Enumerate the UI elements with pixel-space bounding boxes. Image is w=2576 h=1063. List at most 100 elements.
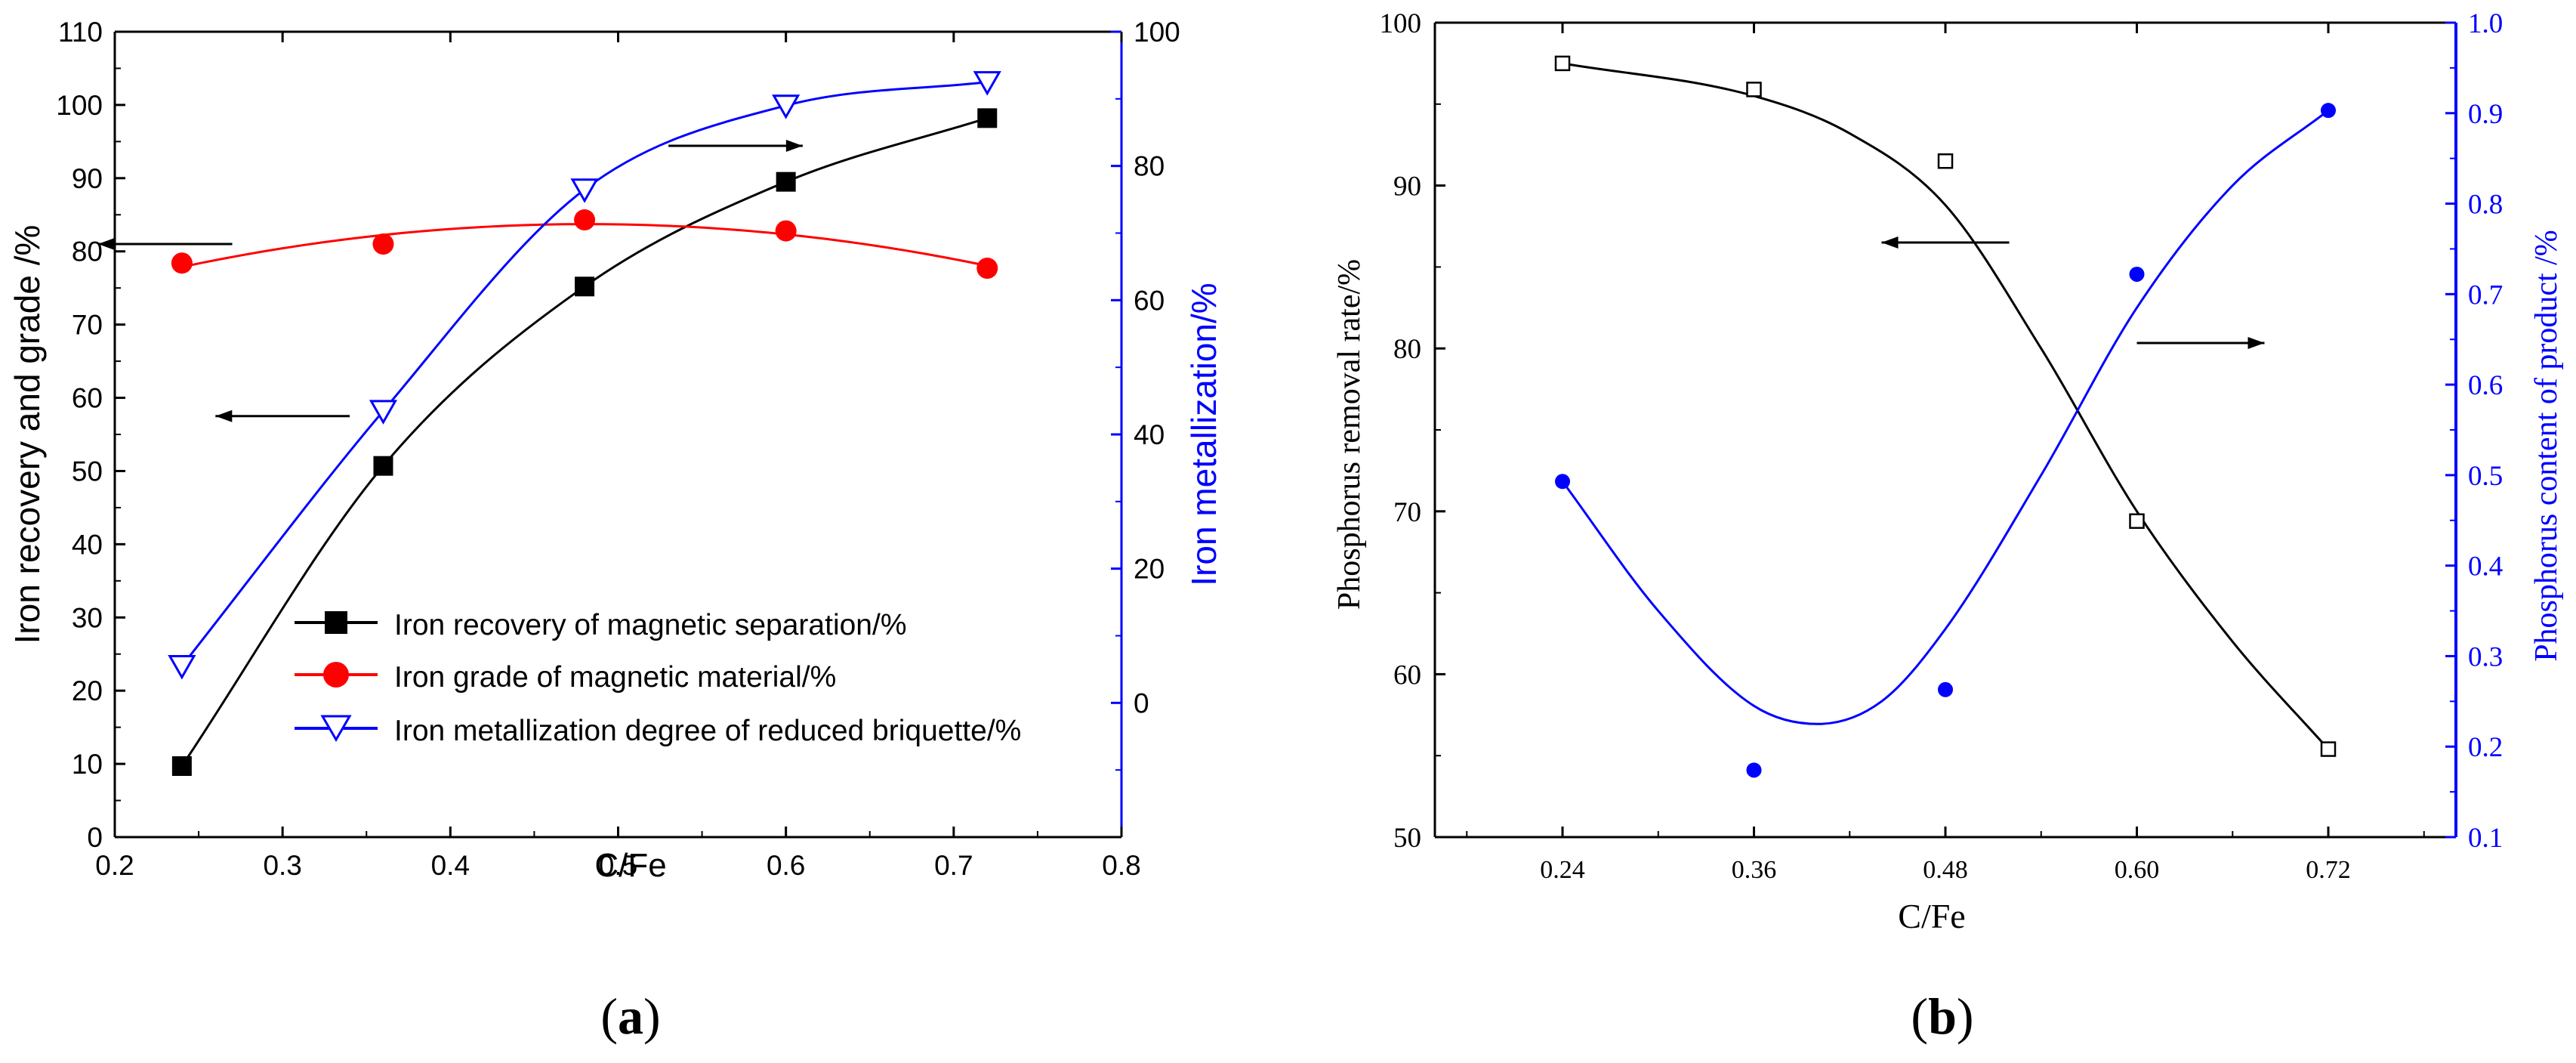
arrow-head xyxy=(1881,236,1899,249)
data-point-iron-metallization xyxy=(369,400,398,425)
x-tick-label: 0.3 xyxy=(263,850,301,881)
series-curve-iron-metallization xyxy=(180,81,988,667)
arrow-head xyxy=(2247,337,2265,350)
x-tick-label: 0.60 xyxy=(2115,856,2160,884)
panel-b-arrows xyxy=(1881,236,2265,350)
y-left-tick-label: 90 xyxy=(1393,172,1421,202)
y-right-tick-label: 0.5 xyxy=(2468,461,2503,492)
y-right-tick-label: 0.6 xyxy=(2468,370,2503,401)
y-left-tick-label: 50 xyxy=(72,456,103,487)
panel-a-caption: (a) xyxy=(600,987,660,1045)
data-point-iron-grade xyxy=(574,209,596,231)
x-tick-label: 0.4 xyxy=(431,850,470,881)
y-left-tick-label: 100 xyxy=(56,90,103,121)
data-point-phosphorus-content xyxy=(1555,474,1570,490)
data-point-phosphorus-removal xyxy=(2320,741,2337,757)
data-point-phosphorus-removal xyxy=(1554,55,1571,72)
data-point-phosphorus-content xyxy=(2321,103,2336,119)
direction-arrow xyxy=(668,140,803,153)
panel-a-y-axis-right-label: Iron metallization/% xyxy=(1184,283,1223,586)
y-right-tick-label: 100 xyxy=(1134,17,1180,48)
data-point-iron-grade xyxy=(976,258,998,280)
legend-item-iron-grade: Iron grade of magnetic material/% xyxy=(295,661,836,694)
x-tick-label: 0.24 xyxy=(1540,856,1585,884)
y-right-tick-label: 0.8 xyxy=(2468,190,2503,221)
x-tick-label: 0.8 xyxy=(1102,850,1140,881)
panel-b-axes: 0.24 0.36 0.48 0.60 0.72 50 60 70 80 90 100 0.1 0.2 0… xyxy=(1380,8,2504,884)
legend-label: Iron metallization degree of reduced bri… xyxy=(394,715,1021,747)
direction-arrow xyxy=(2136,337,2265,350)
y-left-tick-label: 80 xyxy=(1393,334,1421,365)
x-tick-label: 0.6 xyxy=(767,850,805,881)
data-point-iron-recovery xyxy=(171,756,192,776)
legend-marker-square xyxy=(325,611,347,634)
direction-arrow xyxy=(1881,236,2010,249)
x-tick-label: 0.36 xyxy=(1732,856,1777,884)
y-left-tick-label: 110 xyxy=(58,17,103,48)
y-left-tick-label: 50 xyxy=(1393,823,1421,854)
y-left-tick-label: 10 xyxy=(72,749,103,780)
data-point-iron-metallization xyxy=(973,71,1001,96)
y-right-tick-label: 0 xyxy=(1134,688,1149,718)
data-point-iron-grade xyxy=(775,220,797,242)
direction-arrow xyxy=(97,238,233,251)
panel-a-axes: 0.2 0.3 0.4 0.5 0.6 0.7 0.8 0 10 20 30 40 50 60 70 80 90… xyxy=(56,17,1180,881)
panel-a-markers xyxy=(168,71,1001,776)
panel-b-y-axis-left-label: Phosphorus removal rate/% xyxy=(1332,259,1367,610)
arrow-head xyxy=(785,140,803,153)
y-left-tick-label: 70 xyxy=(72,310,103,341)
y-right-tick-label: 80 xyxy=(1134,151,1165,182)
panel-b-markers xyxy=(1554,55,2337,778)
data-point-iron-metallization xyxy=(570,178,599,203)
panel-b-x-axis-label: C/Fe xyxy=(1898,897,1965,935)
series-curve-phosphorus-content xyxy=(1561,110,2329,725)
y-right-tick-label: 0.7 xyxy=(2468,280,2503,311)
panel-a-arrows xyxy=(97,140,803,422)
data-point-iron-recovery xyxy=(373,456,393,476)
data-point-iron-metallization xyxy=(772,94,801,119)
y-right-tick-label: 20 xyxy=(1134,554,1165,585)
x-tick-label: 0.48 xyxy=(1923,856,1968,884)
data-point-iron-grade xyxy=(171,252,193,274)
panel-a-y-axis-left-label: Iron recovery and grade /% xyxy=(8,225,47,644)
y-left-tick-label: 60 xyxy=(1393,660,1421,691)
x-tick-label: 0.7 xyxy=(934,850,973,881)
direction-arrow xyxy=(215,409,350,422)
panel-b-y-axis-right-label: Phosphorus content of product /% xyxy=(2529,230,2564,662)
arrow-head xyxy=(215,409,233,422)
y-left-tick-label: 30 xyxy=(72,602,103,633)
y-right-tick-label: 0.2 xyxy=(2468,732,2503,763)
x-tick-label: 0.5 xyxy=(599,850,637,881)
panel-a-x-axis-label: C/Fe xyxy=(594,847,666,884)
y-left-tick-label: 80 xyxy=(72,236,103,267)
data-point-phosphorus-removal xyxy=(1937,153,1954,169)
data-point-phosphorus-content xyxy=(1746,762,1762,778)
y-right-tick-label: 0.3 xyxy=(2468,641,2503,672)
legend-item-iron-metallization: Iron metallization degree of reduced bri… xyxy=(295,715,1021,747)
y-right-tick-label: 60 xyxy=(1134,285,1165,316)
data-point-phosphorus-content xyxy=(1938,681,1953,697)
panel-a-chart: 0.2 0.3 0.4 0.5 0.6 0.7 0.8 0 10 20 30 40 50 60 70 80 90… xyxy=(8,17,1223,1045)
y-left-tick-label: 20 xyxy=(72,675,103,706)
series-curve-iron-grade xyxy=(181,223,988,268)
data-point-phosphorus-removal xyxy=(1746,82,1762,97)
arrow-head xyxy=(97,238,115,251)
series-curve-iron-recovery xyxy=(180,116,988,767)
data-point-iron-recovery xyxy=(776,172,796,192)
data-point-phosphorus-content xyxy=(2129,266,2145,282)
legend-label: Iron grade of magnetic material/% xyxy=(394,661,836,694)
y-left-tick-label: 100 xyxy=(1380,8,1422,39)
y-left-tick-label: 60 xyxy=(72,383,103,414)
panel-a-legend: Iron recovery of magnetic separation/% I… xyxy=(295,609,1021,747)
y-right-tick-label: 1.0 xyxy=(2468,8,2503,39)
y-left-tick-label: 40 xyxy=(72,529,103,560)
y-left-tick-label: 70 xyxy=(1393,497,1421,528)
data-point-iron-grade xyxy=(372,233,394,255)
x-tick-label: 0.72 xyxy=(2306,856,2351,884)
data-point-phosphorus-removal xyxy=(2129,513,2145,529)
legend-marker-triangle xyxy=(320,715,352,742)
y-left-tick-label: 90 xyxy=(72,163,103,194)
y-right-tick-label: 0.9 xyxy=(2468,99,2503,130)
y-right-tick-label: 0.4 xyxy=(2468,552,2503,582)
